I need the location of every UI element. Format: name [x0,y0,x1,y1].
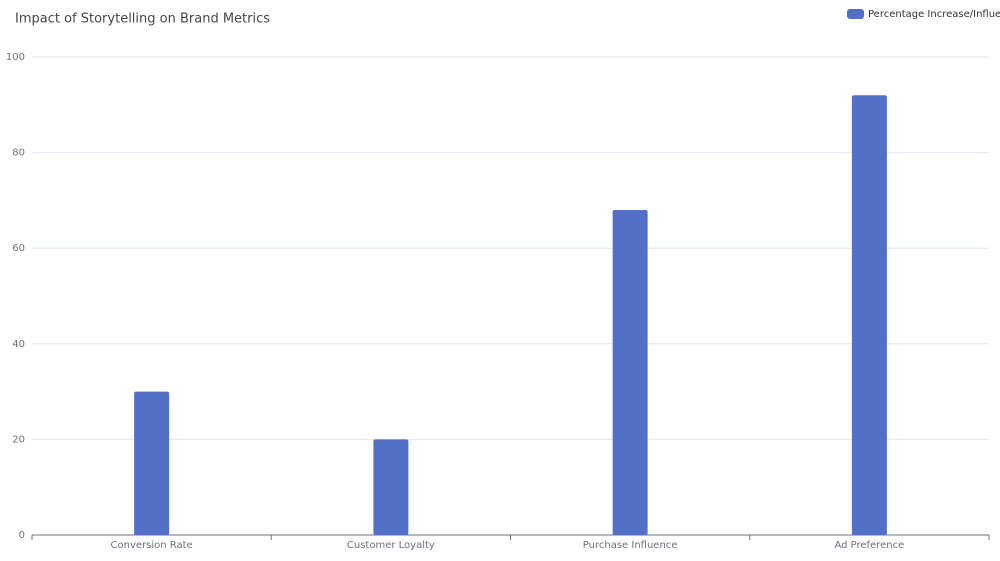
legend-label: Percentage Increase/Influence [868,9,1000,20]
x-tick-label: Conversion Rate [111,540,193,551]
bar [134,391,170,535]
x-tick-label: Purchase Influence [583,540,678,551]
chart-title: Impact of Storytelling on Brand Metrics [15,12,270,27]
y-tick-label: 0 [19,530,25,541]
bar [612,209,648,535]
y-tick-label: 60 [12,243,25,254]
x-tick-label: Customer Loyalty [347,540,435,551]
x-tick-label: Ad Preference [834,540,904,551]
y-tick-label: 100 [6,52,25,63]
y-tick-label: 80 [12,148,25,159]
legend-swatch [847,9,864,19]
bar [373,439,409,535]
y-tick-label: 20 [12,434,25,445]
y-tick-label: 40 [12,339,25,350]
bar [851,95,887,536]
